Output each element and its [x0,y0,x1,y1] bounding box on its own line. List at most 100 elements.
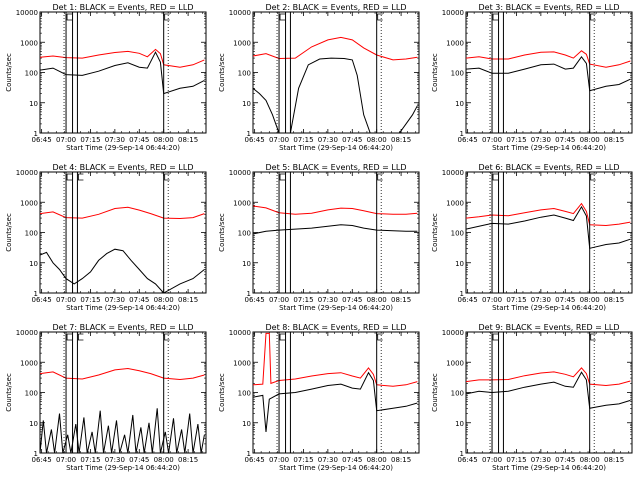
x-tick-label: 07:45 [129,296,149,304]
y-tick-label: 10000 [16,9,38,17]
y-tick-label: 1 [247,130,251,138]
y-tick-label: 10000 [229,329,251,337]
segment-flag-marker [66,13,73,21]
y-tick-label: 10000 [442,169,464,177]
x-tick-label: 07:00 [56,296,76,304]
x-tick-label: 07:30 [531,296,551,304]
x-tick-label: 06:45 [32,296,52,304]
y-tick-label: 1 [247,450,251,458]
y-tick-label: 10 [242,100,251,108]
y-tick-label: 10 [242,420,251,428]
y-axis-label: Counts/sec [5,53,13,92]
segment-flag-marker [279,13,286,21]
chart-panel-9: Det 9: BLACK = Events, RED = LLD 1 10 100 10… [431,323,633,472]
x-tick-label: 07:30 [531,136,551,144]
x-tick-label: 07:45 [555,456,575,464]
x-tick-label: 07:45 [555,136,575,144]
segment-flag-marker [590,173,596,181]
red-series-line [466,50,631,68]
y-tick-label: 10 [29,260,38,268]
x-tick-label: 06:45 [458,456,478,464]
chart-panel-5: Det 5: BLACK = Events, RED = LLD 1 10 100 10… [218,163,420,312]
x-tick-label: 07:00 [482,136,502,144]
y-tick-label: 10 [29,420,38,428]
segment-flag-marker [66,173,73,181]
x-tick-label: 08:00 [367,456,387,464]
y-tick-label: 10000 [229,169,251,177]
chart-title: Det 1: BLACK = Events, RED = LLD [53,3,194,12]
x-tick-label: 07:45 [342,136,362,144]
y-tick-label: 1 [460,450,464,458]
x-tick-label: 07:30 [531,456,551,464]
chart-panel-1: Det 1: BLACK = Events, RED = LLD 1 10 100 10… [5,3,207,152]
chart-title: Det 2: BLACK = Events, RED = LLD [266,3,407,12]
x-tick-label: 07:30 [105,296,125,304]
y-tick-label: 1000 [233,199,251,207]
x-tick-label: 07:15 [80,456,100,464]
x-tick-label: 07:00 [482,296,502,304]
y-tick-label: 1 [460,290,464,298]
y-tick-label: 10 [29,100,38,108]
x-tick-label: 06:45 [458,136,478,144]
segment-flag-marker [492,13,499,21]
y-tick-label: 1000 [233,359,251,367]
y-tick-label: 10 [455,100,464,108]
black-series-line [253,224,418,235]
black-series-line [466,205,631,249]
x-axis-label: Start Time (29-Sep-14 06:44:20) [66,304,180,312]
y-tick-label: 1000 [446,199,464,207]
x-tick-label: 07:30 [105,136,125,144]
x-tick-label: 07:15 [293,136,313,144]
red-series-line [253,36,418,61]
x-tick-label: 08:15 [178,456,198,464]
y-tick-label: 10 [455,260,464,268]
x-tick-label: 07:45 [129,136,149,144]
chart-panel-7: Det 7: BLACK = Events, RED = LLD 1 10 100 10… [5,323,207,472]
x-tick-label: 06:45 [245,136,265,144]
plot-frame [465,171,633,294]
y-tick-label: 1 [34,450,38,458]
x-tick-label: 08:00 [154,296,174,304]
x-tick-label: 07:00 [269,296,289,304]
x-tick-label: 08:15 [604,136,624,144]
y-tick-label: 1000 [446,359,464,367]
x-tick-label: 08:00 [580,136,600,144]
red-series-line [253,205,418,215]
x-tick-label: 06:45 [458,296,478,304]
chart-title: Det 3: BLACK = Events, RED = LLD [479,3,620,12]
y-axis-label: Counts/sec [431,53,439,92]
y-tick-label: 1000 [20,199,38,207]
x-tick-label: 07:00 [269,136,289,144]
black-series-line [253,57,418,133]
x-tick-label: 08:15 [178,136,198,144]
x-tick-label: 07:45 [342,296,362,304]
x-tick-label: 07:30 [318,136,338,144]
x-tick-label: 07:00 [482,456,502,464]
x-tick-label: 08:00 [367,296,387,304]
y-tick-label: 1 [34,290,38,298]
x-tick-label: 07:45 [342,456,362,464]
plot-frame [252,11,420,134]
x-tick-label: 07:00 [56,456,76,464]
chart-title: Det 6: BLACK = Events, RED = LLD [479,163,620,172]
x-axis-label: Start Time (29-Sep-14 06:44:20) [492,144,606,152]
segment-flag-marker [66,333,73,341]
y-tick-label: 10000 [16,329,38,337]
y-tick-label: 100 [25,230,38,238]
segment-flag-marker [78,333,84,341]
segment-flag-marker [590,333,596,341]
red-series-line [253,332,418,387]
y-tick-label: 1 [34,130,38,138]
y-tick-label: 100 [451,390,464,398]
y-tick-label: 1 [247,290,251,298]
y-axis-label: Counts/sec [431,213,439,252]
y-tick-label: 100 [451,230,464,238]
y-tick-label: 100 [238,390,251,398]
red-series-line [40,48,205,68]
x-tick-label: 07:30 [318,456,338,464]
x-axis-label: Start Time (29-Sep-14 06:44:20) [279,304,393,312]
segment-flag-marker [164,173,170,181]
black-series-line [40,51,205,95]
x-axis-label: Start Time (29-Sep-14 06:44:20) [66,144,180,152]
